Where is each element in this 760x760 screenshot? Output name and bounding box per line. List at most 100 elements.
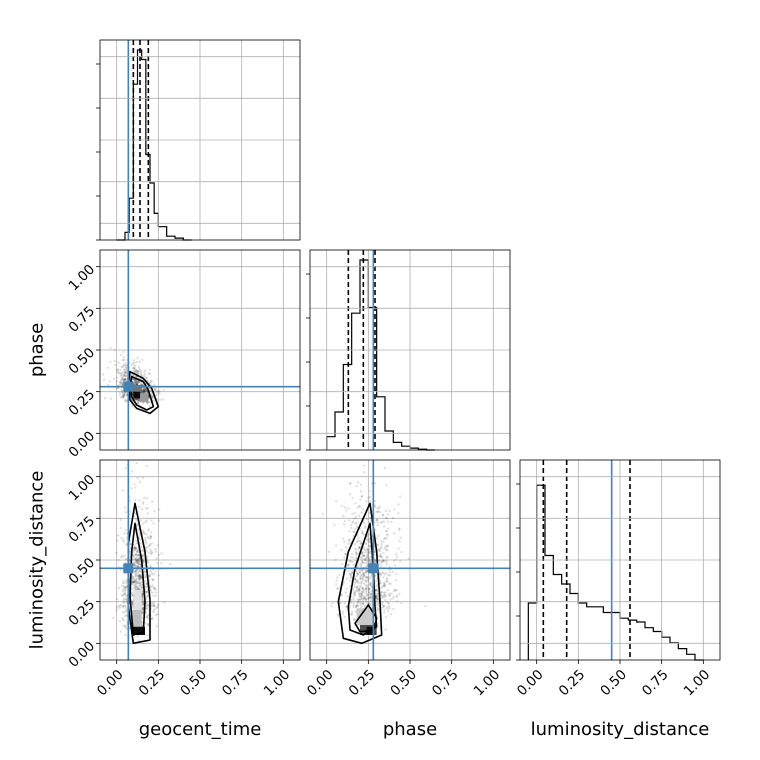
sample-point [357, 536, 360, 540]
sample-point [366, 556, 369, 560]
sample-point [151, 551, 154, 554]
sample-point [117, 604, 120, 608]
sample-point [142, 531, 145, 535]
sample-point [355, 580, 358, 584]
sample-point [357, 598, 360, 602]
sample-point [134, 547, 137, 550]
sample-point [383, 595, 386, 599]
sample-point [142, 600, 145, 603]
sample-point [136, 554, 139, 558]
y-axis-label-luminosity_distance: luminosity_distance [26, 471, 47, 650]
sample-point [120, 388, 123, 392]
sample-point [109, 397, 113, 400]
sample-point [139, 570, 143, 574]
sample-point [360, 558, 364, 562]
sample-point [359, 595, 363, 599]
sample-point [385, 561, 388, 564]
sample-point [152, 400, 155, 403]
sample-point [359, 571, 362, 574]
sample-point [360, 590, 364, 593]
sample-point [123, 610, 126, 614]
sample-point [355, 485, 359, 488]
sample-point [387, 594, 390, 597]
sample-point [133, 579, 137, 582]
sample-point [379, 549, 382, 552]
sample-point [124, 557, 127, 561]
sample-point [133, 561, 136, 564]
sample-point [142, 374, 145, 377]
sample-point [376, 523, 379, 527]
panel-frame [99, 39, 301, 241]
sample-point [146, 606, 150, 610]
sample-point [362, 571, 365, 575]
sample-point [347, 542, 350, 545]
sample-point [118, 391, 122, 394]
sample-point [143, 390, 146, 394]
sample-point [133, 586, 137, 589]
sample-point [121, 391, 124, 394]
sample-point [362, 597, 365, 600]
sample-point [379, 579, 382, 582]
sample-point [362, 597, 366, 600]
sample-point [353, 618, 356, 621]
sample-point [137, 565, 140, 568]
sample-point [365, 517, 369, 521]
sample-point [122, 373, 125, 377]
sample-point [377, 534, 380, 537]
sample-point [369, 583, 372, 587]
sample-point [350, 571, 354, 574]
sample-point [137, 575, 140, 579]
sample-point [134, 371, 137, 374]
sample-point [134, 382, 138, 385]
sample-point [115, 597, 119, 601]
sample-point [377, 506, 381, 510]
sample-point [369, 559, 372, 562]
sample-point [130, 363, 133, 367]
sample-point [136, 559, 140, 562]
sample-point [367, 591, 371, 594]
sample-point [363, 471, 366, 474]
sample-point [395, 555, 399, 559]
sample-point [133, 579, 137, 582]
sample-point [397, 547, 400, 550]
sample-point [382, 551, 385, 555]
sample-point [122, 605, 125, 608]
x-tick-label: 0.00 [514, 667, 547, 700]
sample-point [360, 551, 364, 554]
sample-point [134, 518, 138, 521]
sample-point [145, 607, 148, 611]
sample-point [366, 576, 370, 579]
sample-point [330, 605, 333, 608]
sample-point [123, 375, 126, 378]
sample-point [123, 625, 127, 628]
sample-point [144, 389, 147, 392]
truth-marker [368, 563, 379, 574]
sample-point [380, 539, 383, 543]
sample-point [149, 589, 153, 592]
sample-point [352, 597, 355, 600]
sample-point [148, 372, 151, 375]
sample-point [135, 578, 138, 581]
sample-point [365, 456, 367, 458]
sample-point [145, 542, 148, 545]
sample-point [363, 526, 367, 529]
sample-point [352, 603, 355, 607]
sample-point [137, 382, 140, 385]
sample-point [353, 583, 356, 586]
sample-point [356, 539, 359, 542]
sample-point [385, 556, 389, 559]
sample-point [365, 539, 369, 542]
sample-point [389, 613, 393, 616]
sample-point [139, 519, 143, 522]
sample-point [150, 617, 154, 621]
sample-point [354, 606, 358, 609]
sample-point [153, 509, 156, 513]
sample-point [135, 380, 138, 384]
sample-point [374, 585, 377, 588]
sample-point [151, 584, 154, 587]
sample-point [365, 589, 368, 593]
sample-point [141, 554, 144, 558]
sample-point [124, 391, 127, 394]
sample-point [359, 540, 362, 543]
sample-point [362, 588, 365, 591]
